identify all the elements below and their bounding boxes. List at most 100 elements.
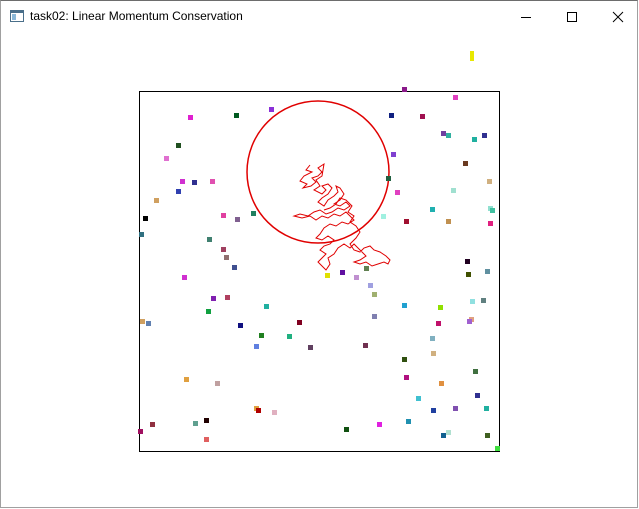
maximize-button[interactable]: [549, 1, 595, 32]
close-button[interactable]: [595, 1, 639, 32]
particle: [404, 375, 409, 380]
particle: [272, 410, 277, 415]
particle: [431, 351, 436, 356]
particle: [146, 321, 151, 326]
particle: [485, 269, 490, 274]
title-bar[interactable]: task02: Linear Momentum Conservation: [1, 1, 637, 32]
particle: [431, 408, 436, 413]
particle: [259, 333, 264, 338]
particle: [232, 265, 237, 270]
particle: [495, 446, 500, 451]
particle: [430, 207, 435, 212]
particle: [206, 309, 211, 314]
particle: [420, 114, 425, 119]
particle: [416, 396, 421, 401]
particle: [221, 247, 226, 252]
particle: [176, 143, 181, 148]
particle: [180, 179, 185, 184]
particle: [463, 161, 468, 166]
particle: [215, 381, 220, 386]
particle: [139, 232, 144, 237]
particle: [482, 133, 487, 138]
particle: [453, 95, 458, 100]
particle: [490, 208, 495, 213]
particle: [140, 319, 145, 324]
particle: [363, 343, 368, 348]
particle: [138, 429, 143, 434]
particle: [402, 357, 407, 362]
particle: [225, 295, 230, 300]
particle: [475, 393, 480, 398]
particle: [402, 87, 407, 92]
particle: [251, 211, 256, 216]
particle: [210, 179, 215, 184]
particle: [470, 299, 475, 304]
particle: [439, 381, 444, 386]
particle: [389, 113, 394, 118]
simulation-boundary-box: [139, 91, 500, 452]
particle: [364, 266, 369, 271]
particle: [372, 292, 377, 297]
particle: [485, 433, 490, 438]
particle: [287, 334, 292, 339]
particle: [472, 137, 477, 142]
particle: [150, 422, 155, 427]
particle: [446, 430, 451, 435]
particle: [207, 237, 212, 242]
particle: [235, 217, 240, 222]
particle: [176, 189, 181, 194]
particle: [391, 152, 396, 157]
particle: [406, 419, 411, 424]
window-title: task02: Linear Momentum Conservation: [30, 9, 243, 23]
minimize-icon: [521, 17, 531, 18]
particle: [446, 219, 451, 224]
particle: [238, 323, 243, 328]
particle: [465, 259, 470, 264]
particle: [221, 213, 226, 218]
particle: [204, 437, 209, 442]
particle: [381, 214, 386, 219]
minimize-button[interactable]: [503, 1, 549, 32]
particle: [372, 314, 377, 319]
particle: [404, 219, 409, 224]
close-icon: [612, 11, 624, 23]
particle: [184, 377, 189, 382]
particle: [436, 321, 441, 326]
particle: [438, 305, 443, 310]
app-window-icon: [10, 10, 24, 22]
particle: [325, 273, 330, 278]
maximize-icon: [567, 12, 577, 22]
tracked-particle-circle: [246, 100, 390, 244]
particle: [473, 369, 478, 374]
particle: [487, 179, 492, 184]
brownian-trail-path: [292, 162, 391, 271]
particle: [204, 418, 209, 423]
particle: [377, 422, 382, 427]
particle: [484, 406, 489, 411]
particle: [386, 176, 391, 181]
particle: [192, 180, 197, 185]
particle: [344, 427, 349, 432]
particle: [234, 113, 239, 118]
particle: [453, 406, 458, 411]
particle: [430, 336, 435, 341]
particle: [264, 304, 269, 309]
particle: [188, 115, 193, 120]
particle: [308, 345, 313, 350]
particle: [211, 296, 216, 301]
particle: [193, 421, 198, 426]
particle: [182, 275, 187, 280]
particle: [402, 303, 407, 308]
particle: [441, 131, 446, 136]
particle: [224, 255, 229, 260]
particle: [340, 270, 345, 275]
particle: [368, 283, 373, 288]
particle: [481, 298, 486, 303]
particle: [256, 408, 261, 413]
particle: [297, 320, 302, 325]
particle: [164, 156, 169, 161]
particle: [354, 275, 359, 280]
particle: [254, 344, 259, 349]
